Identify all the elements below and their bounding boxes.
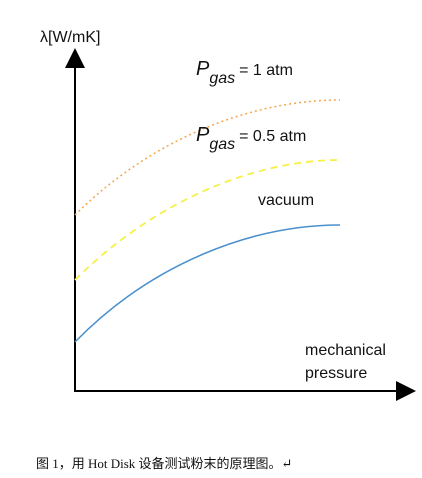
curve-1atm xyxy=(74,99,341,216)
x-axis-label: mechanical xyxy=(305,342,386,359)
curve-05atm xyxy=(74,159,341,281)
curve-label: vacuum xyxy=(258,192,314,209)
curve-label: Pgas = 0.5 atm xyxy=(196,124,306,153)
y-axis-label: λ[W/mK] xyxy=(40,29,100,46)
curve-label: Pgas = 1 atm xyxy=(196,58,293,87)
caption: 图 1，用 Hot Disk 设备测试粉末的原理图。↵ xyxy=(36,456,292,471)
curve-vacuum xyxy=(74,224,341,343)
x-axis-label: pressure xyxy=(305,365,367,382)
